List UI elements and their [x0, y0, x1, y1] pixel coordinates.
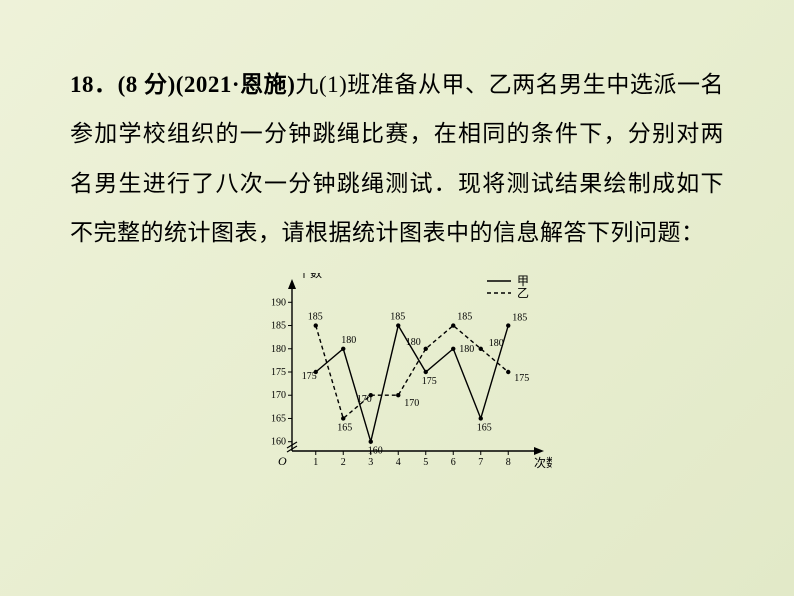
svg-text:180: 180 — [406, 337, 421, 348]
svg-text:个数: 个数 — [298, 273, 322, 280]
svg-text:165: 165 — [477, 422, 492, 433]
svg-text:5: 5 — [423, 457, 428, 468]
svg-text:2: 2 — [341, 457, 346, 468]
problem-body: 九(1)班准备从甲、乙两名男生中选派一名参加学校组织的一分钟跳绳比赛，在相同的条… — [70, 72, 724, 245]
svg-text:乙: 乙 — [517, 286, 529, 300]
svg-text:175: 175 — [514, 373, 529, 384]
svg-text:165: 165 — [271, 413, 286, 424]
svg-text:次数: 次数 — [534, 455, 552, 470]
svg-text:O: O — [278, 454, 287, 468]
svg-text:170: 170 — [271, 390, 286, 401]
svg-text:7: 7 — [478, 457, 483, 468]
svg-text:185: 185 — [512, 312, 527, 323]
svg-text:190: 190 — [271, 297, 286, 308]
svg-text:160: 160 — [368, 445, 383, 456]
svg-text:180: 180 — [459, 344, 474, 355]
problem-text: 18．(8 分)(2021·恩施)九(1)班准备从甲、乙两名男生中选派一名参加学… — [0, 0, 794, 268]
svg-text:180: 180 — [341, 335, 356, 346]
svg-text:175: 175 — [271, 367, 286, 378]
problem-prefix: 18．(8 分)(2021·恩施) — [70, 72, 295, 97]
line-chart: 16016517017518018519012345678个数次数O甲乙1751… — [242, 273, 552, 483]
svg-text:185: 185 — [457, 311, 472, 322]
svg-text:180: 180 — [271, 344, 286, 355]
svg-text:8: 8 — [506, 457, 511, 468]
svg-text:4: 4 — [396, 457, 401, 468]
svg-text:165: 165 — [337, 422, 352, 433]
svg-text:175: 175 — [302, 371, 317, 382]
chart-svg: 16016517017518018519012345678个数次数O甲乙1751… — [242, 273, 552, 483]
svg-text:170: 170 — [357, 394, 372, 405]
svg-text:185: 185 — [271, 320, 286, 331]
svg-text:185: 185 — [390, 311, 405, 322]
svg-text:6: 6 — [451, 457, 456, 468]
svg-text:1: 1 — [313, 457, 318, 468]
svg-text:3: 3 — [368, 457, 373, 468]
svg-text:175: 175 — [422, 376, 437, 387]
svg-text:185: 185 — [308, 311, 323, 322]
svg-text:180: 180 — [489, 338, 504, 349]
svg-text:170: 170 — [404, 398, 419, 409]
svg-text:160: 160 — [271, 436, 286, 447]
